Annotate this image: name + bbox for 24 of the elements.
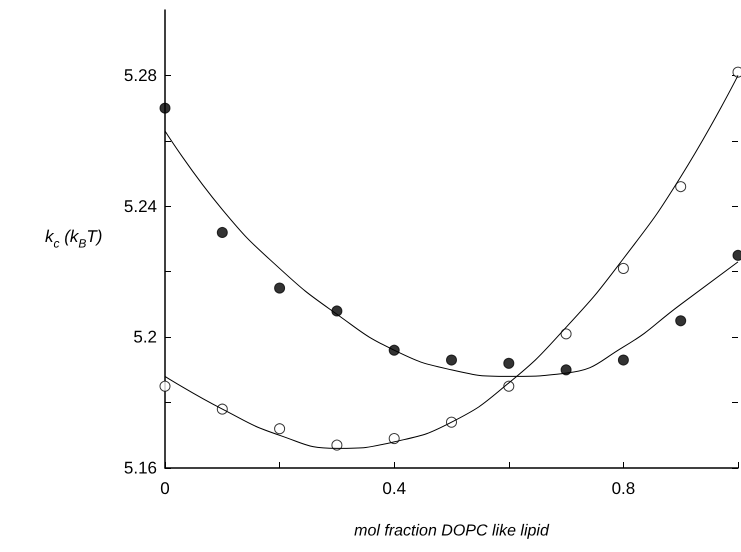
point (388, 433, 400, 444)
x-axis-title: mol fraction DOPC like lipid (354, 522, 550, 540)
point (331, 305, 342, 316)
point (274, 423, 286, 434)
y-tick-label: 5.28 (124, 66, 157, 85)
point (675, 315, 686, 326)
point (331, 440, 342, 451)
point (503, 358, 514, 369)
y-tick-label: 5.16 (124, 458, 157, 478)
point (675, 181, 686, 192)
point (446, 354, 457, 366)
point (160, 102, 170, 114)
x-tick-label: 0.8 (612, 479, 636, 498)
point (560, 364, 572, 376)
point (618, 354, 629, 366)
x-tick-label: 0 (160, 479, 170, 498)
point (216, 226, 228, 238)
point (560, 328, 572, 340)
point (618, 262, 629, 274)
x-tick-label: 0.4 (382, 479, 406, 498)
point (160, 380, 170, 392)
y-tick-label: 5.2 (133, 328, 157, 347)
y-tick-label: 5.24 (124, 196, 157, 216)
point (274, 282, 286, 294)
